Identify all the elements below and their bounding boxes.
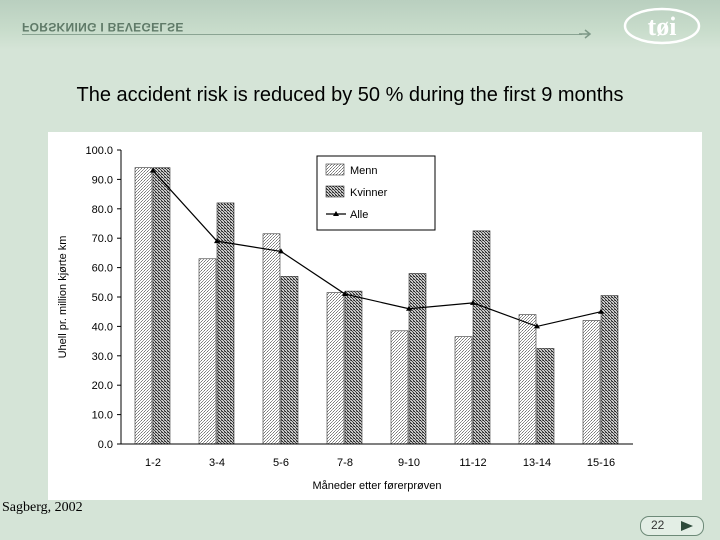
y-tick-label: 0.0 <box>98 439 113 451</box>
line-alle-marker <box>598 308 604 314</box>
source-credit: Sagberg, 2002 <box>2 500 83 515</box>
bar-kvinner-13-14 <box>536 348 555 445</box>
legend: Menn Kvinner Alle <box>316 155 436 231</box>
bar-chart: 0.0 10.0 20.0 30.0 40.0 50.0 60.0 70.0 80.0 90.0 1… <box>57 145 633 492</box>
y-tick-label: 90.0 <box>92 174 113 186</box>
x-axis-label: Måneder etter førerprøven <box>313 480 442 492</box>
x-tick-label: 1-2 <box>145 457 161 469</box>
line-alle-marker <box>470 299 476 305</box>
bar-menn-3-4 <box>198 258 217 445</box>
y-tick-label: 10.0 <box>92 410 113 422</box>
page-navigator[interactable]: 22 <box>640 516 704 536</box>
y-tick-label: 50.0 <box>92 292 113 304</box>
legend-label-alle: Alle <box>350 209 368 221</box>
logo-text: tøi <box>648 12 677 41</box>
y-axis-ticks: 0.0 10.0 20.0 30.0 40.0 50.0 60.0 70.0 80.0 90.0 1… <box>85 145 121 451</box>
x-axis-ticks: 1-2 3-4 5-6 7-8 9-10 11-12 13-14 15-16 <box>145 457 615 469</box>
bar-kvinner-9-10 <box>408 273 427 445</box>
x-tick-label: 3-4 <box>209 457 225 469</box>
bar-menn-13-14 <box>518 314 537 445</box>
x-tick-label: 9-10 <box>398 457 420 469</box>
line-alle-marker <box>150 167 156 173</box>
bar-kvinner-1-2 <box>152 167 171 445</box>
x-tick-label: 7-8 <box>337 457 353 469</box>
bar-kvinner-15-16 <box>600 295 619 445</box>
x-tick-label: 5-6 <box>273 457 289 469</box>
legend-label-kvinner: Kvinner <box>350 187 388 199</box>
bar-menn-15-16 <box>582 320 601 445</box>
bar-menn-5-6 <box>262 233 281 445</box>
bar-kvinner-7-8 <box>344 290 363 445</box>
y-tick-label: 40.0 <box>92 321 113 333</box>
line-alle-marker <box>214 238 220 244</box>
header-divider <box>22 34 582 35</box>
y-tick-label: 80.0 <box>92 204 113 216</box>
x-tick-label: 11-12 <box>459 457 486 469</box>
y-tick-label: 30.0 <box>92 351 113 363</box>
line-alle-marker <box>278 248 284 254</box>
chart-panel: 0.0 10.0 20.0 30.0 40.0 50.0 60.0 70.0 80.0 90.0 1… <box>48 132 702 500</box>
legend-label-menn: Menn <box>350 165 378 177</box>
bar-menn-7-8 <box>326 292 345 445</box>
y-tick-label: 70.0 <box>92 233 113 245</box>
next-arrow-icon[interactable] <box>679 520 695 532</box>
line-series <box>150 167 604 329</box>
y-axis-label: Uhell pr. million kjørte km <box>57 236 69 359</box>
bar-menn-9-10 <box>390 330 409 445</box>
line-alle-marker <box>342 291 348 297</box>
y-tick-label: 60.0 <box>92 263 113 275</box>
arrow-right-icon <box>579 29 592 39</box>
legend-marker-alle <box>333 211 339 216</box>
y-tick-label: 100.0 <box>85 145 113 157</box>
x-tick-label: 13-14 <box>523 457 551 469</box>
bar-kvinner-5-6 <box>280 276 299 445</box>
bar-kvinner-11-12 <box>472 230 491 445</box>
header-tagline: FORSKNING I BEVEGELSE <box>22 20 184 34</box>
page-number: 22 <box>651 518 665 532</box>
line-alle-marker <box>534 323 540 329</box>
legend-swatch-menn <box>325 163 345 176</box>
toi-logo: tøi <box>623 7 701 45</box>
bars <box>134 167 619 445</box>
header-band <box>0 0 720 50</box>
bar-menn-1-2 <box>134 167 153 445</box>
bar-kvinner-3-4 <box>216 202 235 445</box>
line-alle-marker <box>406 305 412 311</box>
line-alle <box>152 170 602 328</box>
y-tick-label: 20.0 <box>92 380 113 392</box>
legend-swatch-kvinner <box>325 185 345 198</box>
bar-menn-11-12 <box>454 336 473 445</box>
slide-title: The accident risk is reduced by 50 % dur… <box>76 84 624 106</box>
x-tick-label: 15-16 <box>587 457 615 469</box>
